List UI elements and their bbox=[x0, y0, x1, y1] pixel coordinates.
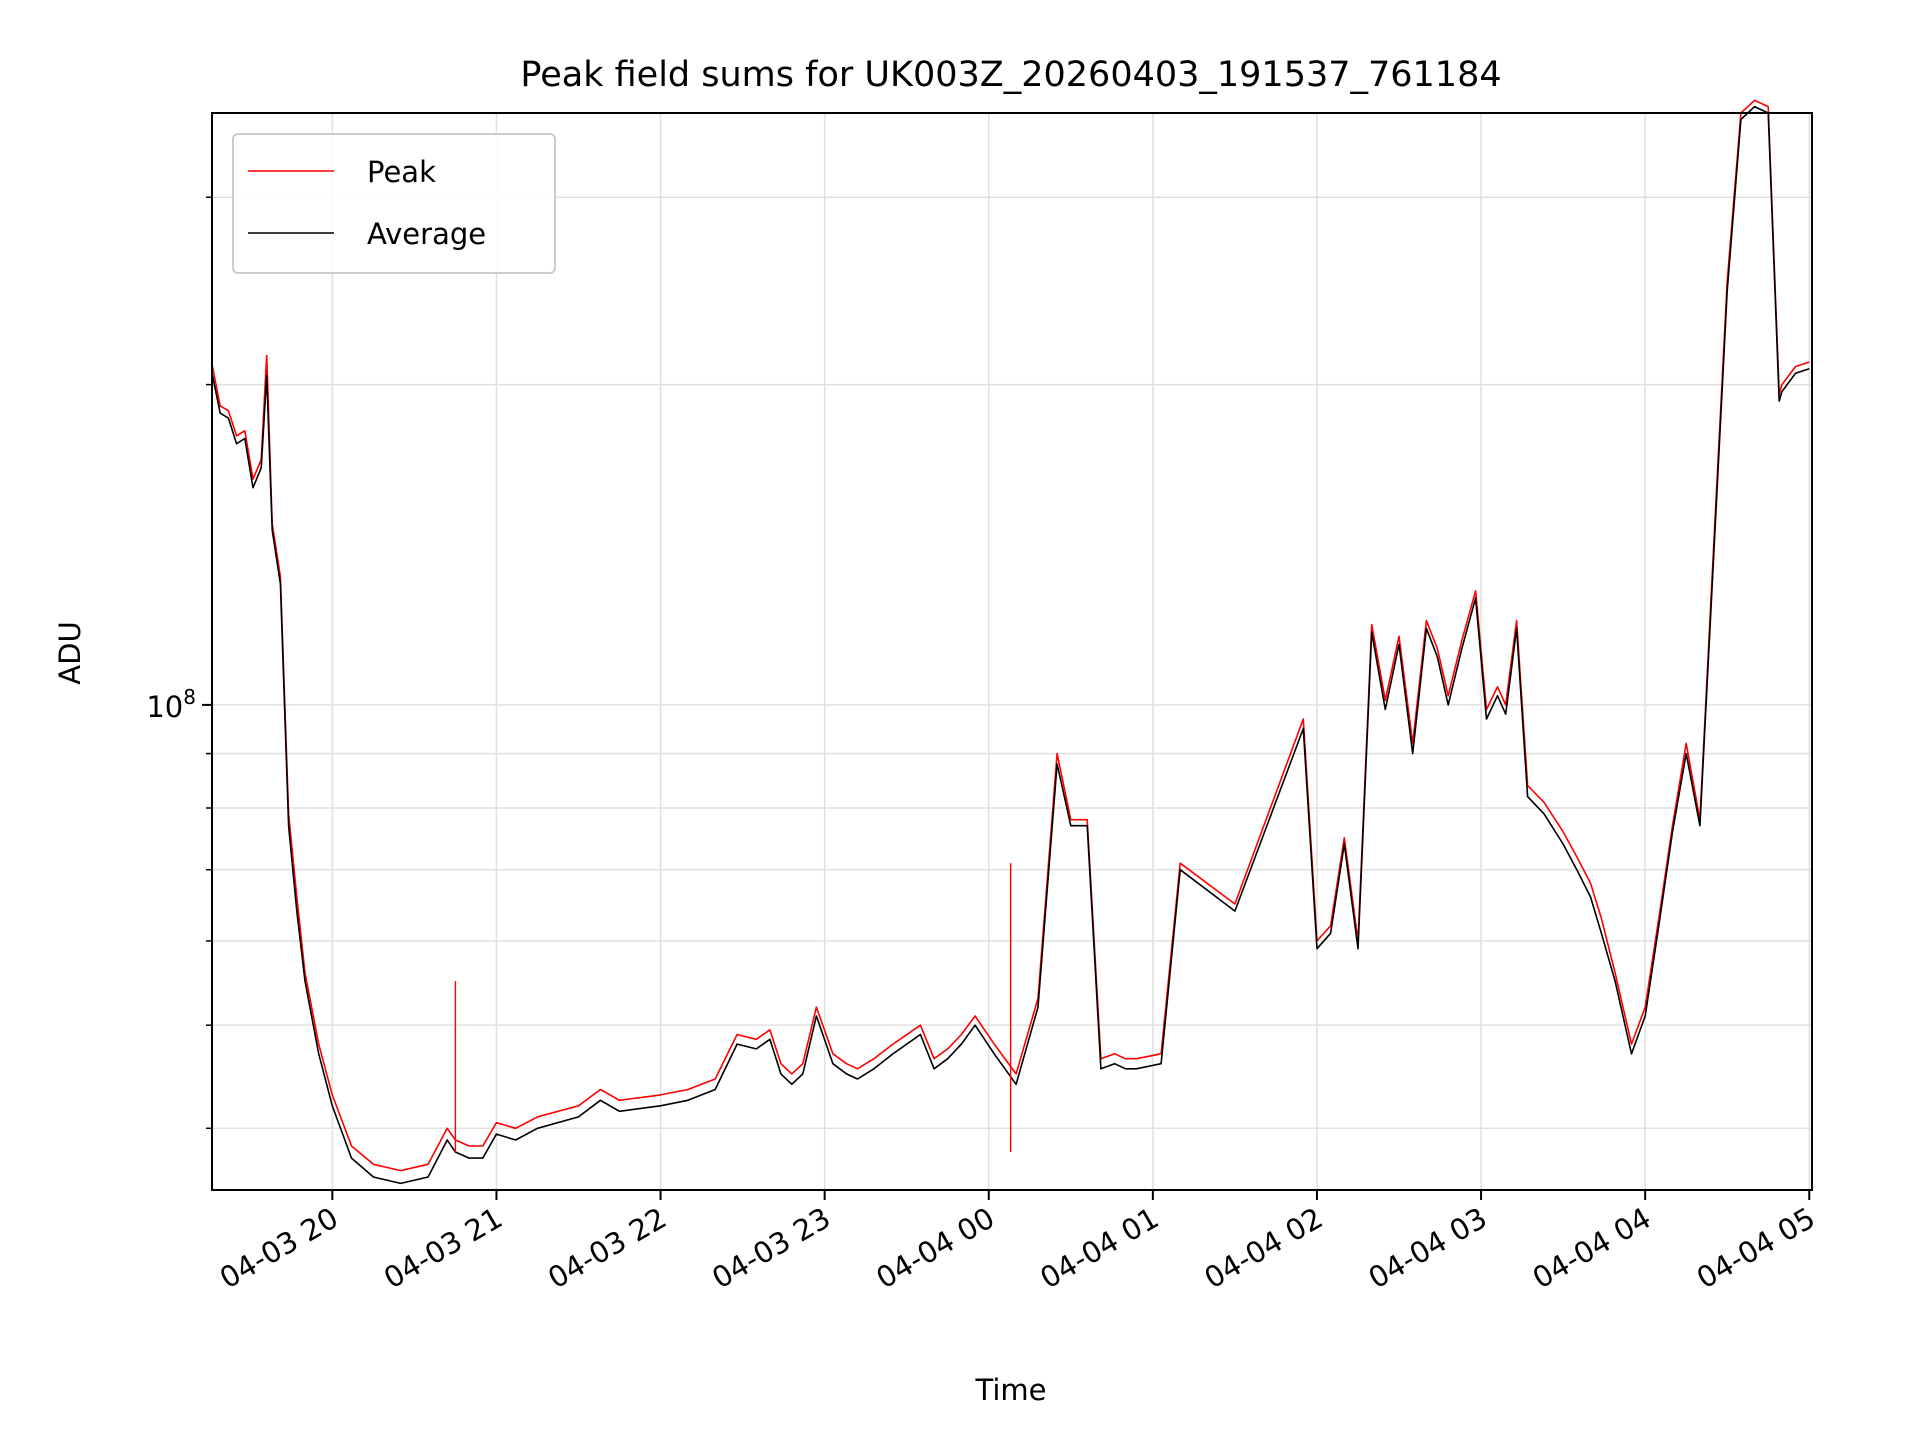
grid bbox=[212, 113, 1812, 1190]
average-line bbox=[211, 105, 1810, 1185]
y-axis: 108 bbox=[146, 196, 212, 1130]
legend-box bbox=[232, 133, 556, 274]
plot-area bbox=[212, 113, 1812, 1190]
y-tick-label: 108 bbox=[146, 685, 196, 724]
series-layer bbox=[211, 99, 1810, 1185]
chart-title: Peak field sums for UK003Z_20260403_1915… bbox=[520, 55, 1501, 95]
legend-average-label: Average bbox=[367, 217, 486, 251]
legend: Peak Average bbox=[232, 133, 556, 274]
x-axis-label: Time bbox=[975, 1373, 1047, 1407]
legend-peak-label: Peak bbox=[367, 155, 436, 189]
peak-line bbox=[211, 99, 1810, 1172]
plot-frame bbox=[211, 112, 1813, 1191]
y-axis-label: ADU bbox=[53, 621, 87, 684]
